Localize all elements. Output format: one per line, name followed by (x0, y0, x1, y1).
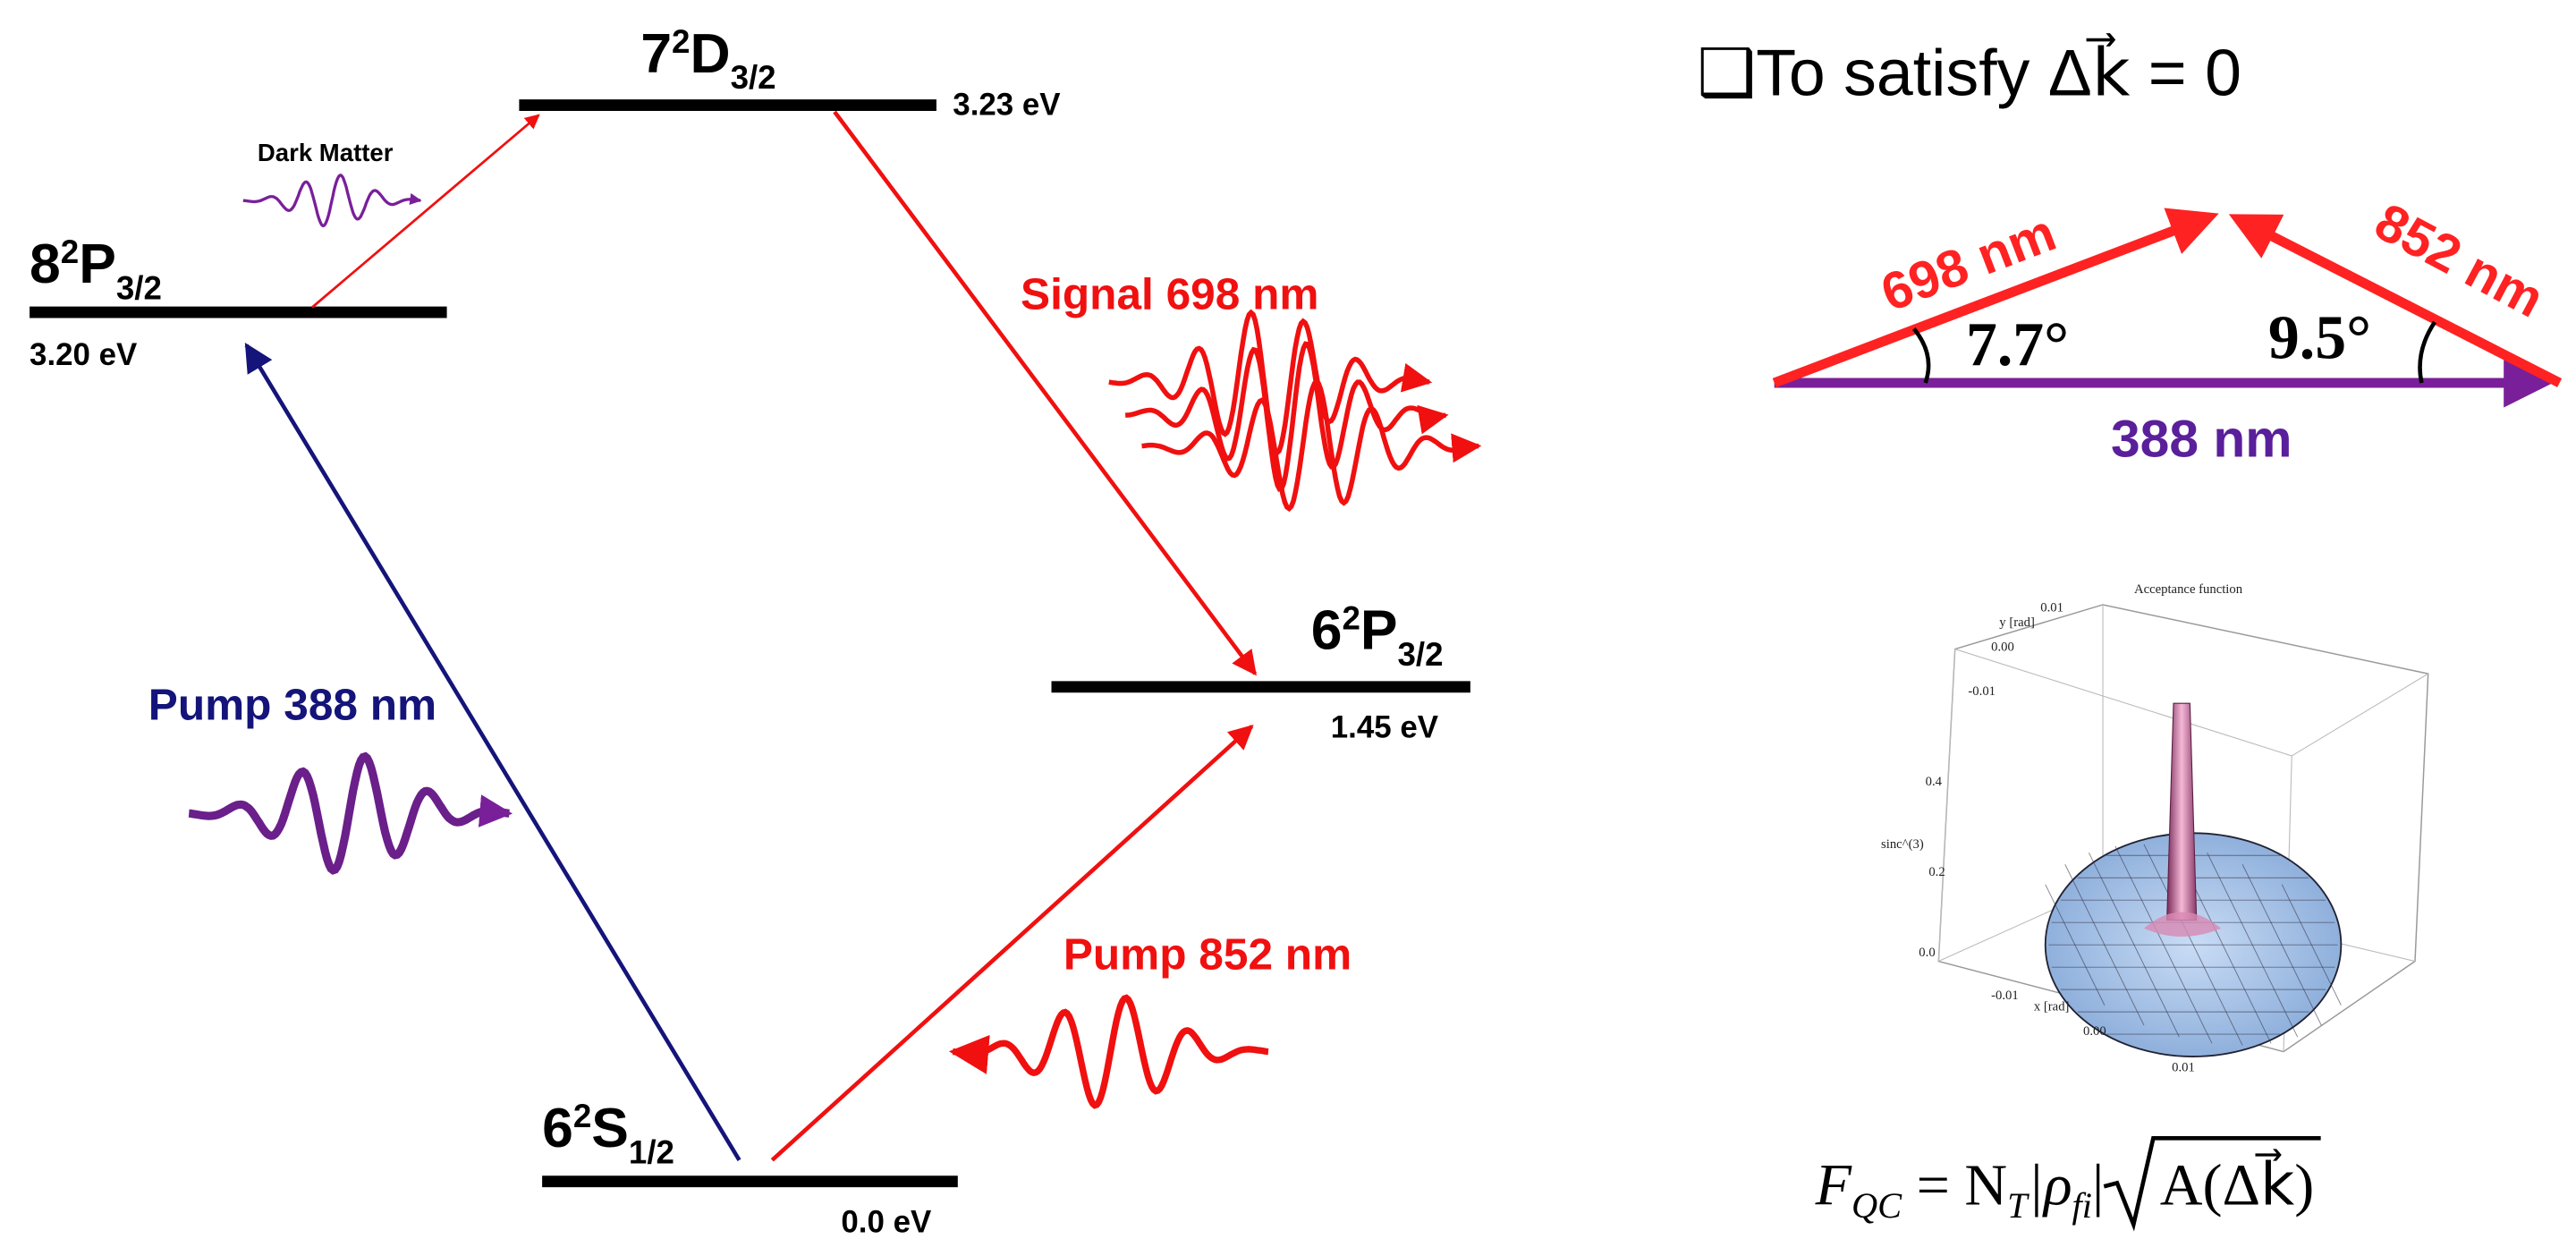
transition-label: Dark Matter (258, 139, 394, 166)
level-label: 72D3/2 (640, 22, 775, 96)
inset-tick: 0.01 (2172, 1061, 2195, 1075)
inset-plot: Acceptance function y [rad] 0.01 0.00 -0… (1881, 582, 2428, 1074)
wave (953, 998, 1268, 1106)
inset-label: sinc^(3) (1881, 837, 1924, 852)
wave (189, 757, 509, 870)
inset-label: x [rad] (2034, 1000, 2070, 1014)
inset-tick: 0.01 (2040, 600, 2063, 615)
page: 82P3/2 3.20 eV 72D3/2 3.23 eV 62P3/2 1.4… (0, 0, 2576, 1239)
angle-label: 7.7° (1966, 310, 2069, 379)
inset-label: y [rad] (1999, 615, 2035, 630)
peak (2167, 703, 2197, 920)
transition-label: Signal 698 nm (1021, 268, 1318, 318)
angle-arc (2420, 322, 2436, 383)
transition-label: Pump 852 nm (1063, 929, 1352, 980)
level-energy: 1.45 eV (1331, 710, 1439, 745)
diagram: 82P3/2 3.20 eV 72D3/2 3.23 eV 62P3/2 1.4… (0, 0, 2576, 1239)
inset-tick: 0.00 (1991, 640, 2014, 654)
inset-tick: 0.2 (1928, 865, 1945, 879)
angle-arc (1914, 328, 1928, 383)
inset-tick: 0.0 (1919, 946, 1935, 960)
level-energy: 0.0 eV (841, 1205, 932, 1239)
level-label: 82P3/2 (30, 233, 162, 306)
level-label: 62P3/2 (1311, 599, 1444, 673)
inset-tick: -0.01 (1968, 684, 1996, 699)
inset-tick: 0.4 (1926, 775, 1943, 789)
vector-label: 388 nm (2111, 411, 2292, 469)
wave (243, 175, 420, 226)
inset-title: Acceptance function (2134, 582, 2243, 597)
level-label: 62S1/2 (542, 1097, 674, 1170)
formula: FQC = NT|ρfi|A(Δk⃗) (1815, 1148, 2315, 1226)
vector-label: 852 nm (2366, 192, 2553, 328)
inset-tick: -0.01 (1991, 989, 2019, 1003)
transition-label: Pump 388 nm (148, 680, 436, 730)
level-energy: 3.23 eV (953, 88, 1061, 123)
transition-arrow (247, 345, 740, 1160)
inset-tick: 0.00 (2083, 1024, 2106, 1039)
heading: ❑To satisfy Δk⃗ = 0 (1697, 33, 2241, 109)
level-energy: 3.20 eV (30, 337, 138, 372)
transition-arrow (835, 112, 1255, 674)
angle-label: 9.5° (2268, 303, 2371, 372)
